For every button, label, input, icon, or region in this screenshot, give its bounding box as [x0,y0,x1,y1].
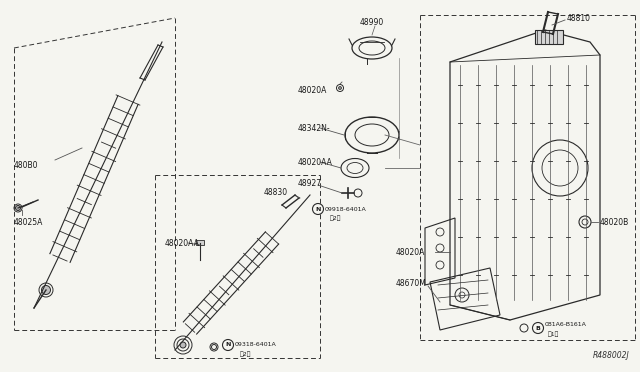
Circle shape [42,285,51,295]
Text: N: N [316,206,321,212]
Text: 48927: 48927 [298,179,322,187]
Text: 09918-6401A: 09918-6401A [325,206,367,212]
Text: 48020A: 48020A [396,247,426,257]
Circle shape [180,342,186,348]
Circle shape [15,205,20,211]
Circle shape [339,87,342,90]
Text: 48810: 48810 [567,13,591,22]
Text: （2）: （2） [240,351,252,357]
Text: R488002J: R488002J [593,351,630,360]
Circle shape [532,323,543,334]
Text: 48830: 48830 [264,187,288,196]
Text: N: N [225,343,230,347]
Text: 48020AA: 48020AA [165,238,200,247]
Text: 480B0: 480B0 [14,160,38,170]
Circle shape [223,340,234,350]
Text: 48025A: 48025A [14,218,44,227]
Circle shape [312,203,323,215]
Text: 48020AA: 48020AA [298,157,333,167]
Text: 081A6-B161A: 081A6-B161A [545,323,587,327]
Text: 48020A: 48020A [298,86,328,94]
Text: （2）: （2） [330,215,342,221]
FancyBboxPatch shape [535,30,563,44]
Text: 09318-6401A: 09318-6401A [235,343,276,347]
Text: 48990: 48990 [360,17,384,26]
Text: 48670M: 48670M [396,279,427,288]
Text: B: B [536,326,540,330]
FancyBboxPatch shape [196,240,204,245]
Text: 48342N-: 48342N- [298,124,331,132]
Text: （1）: （1） [548,331,559,337]
Text: 48020B: 48020B [600,218,629,227]
